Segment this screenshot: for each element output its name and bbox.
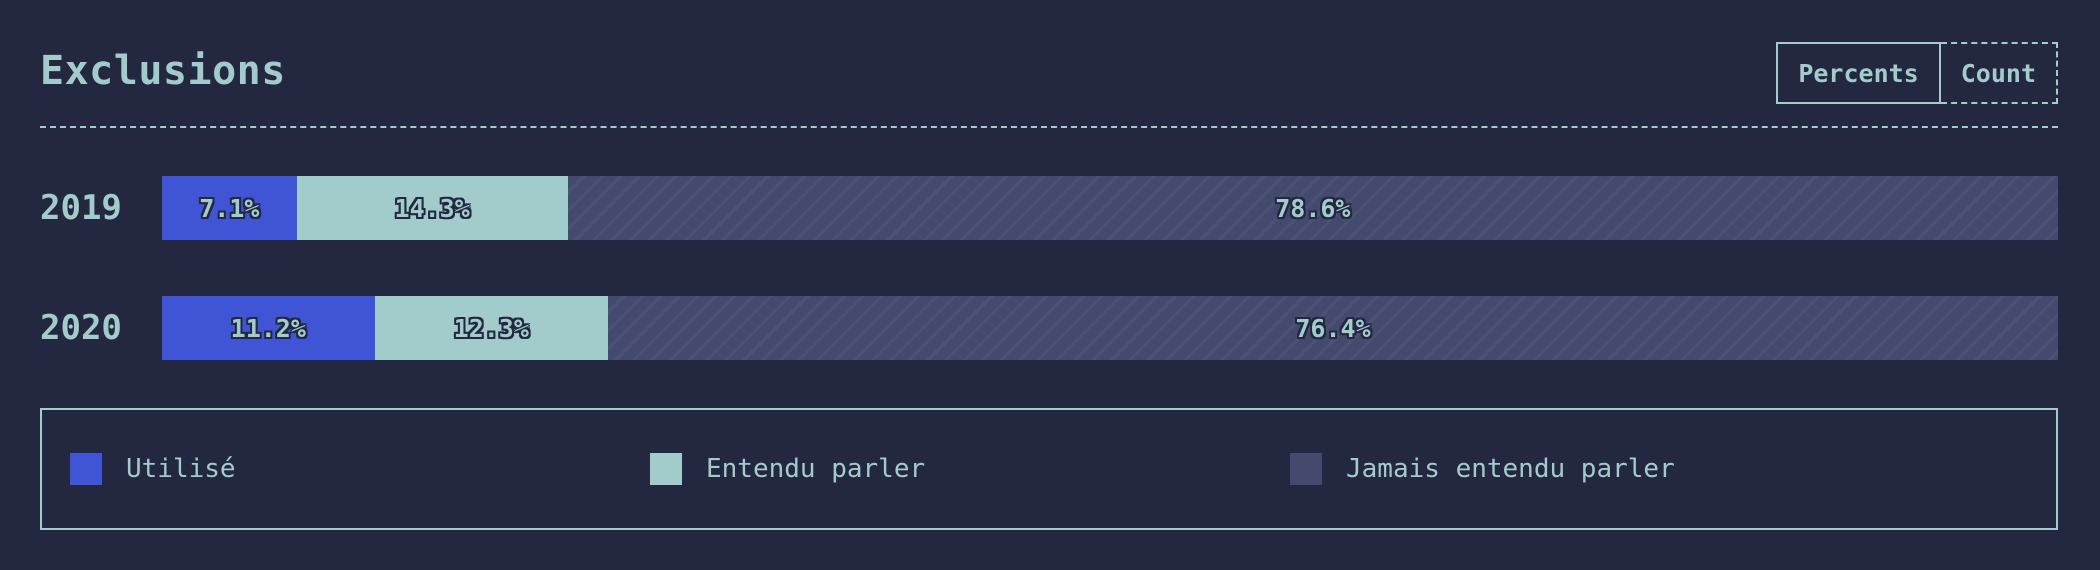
legend-label: Utilisé <box>126 454 236 484</box>
bar-segment[interactable]: 78.6% <box>567 176 2058 240</box>
chart-header: Exclusions Percents Count <box>40 38 2058 128</box>
bar-row-2020: 2020 11.2% 12.3% 76.4% <box>40 296 2058 360</box>
legend-label: Jamais entendu parler <box>1346 454 1675 484</box>
count-toggle-button[interactable]: Count <box>1940 42 2058 104</box>
stacked-bar: 7.1% 14.3% 78.6% <box>162 176 2058 240</box>
legend-label: Entendu parler <box>706 454 926 484</box>
chart-title: Exclusions <box>40 48 286 94</box>
bar-segment[interactable]: 11.2% <box>162 296 375 360</box>
bar-segment[interactable]: 12.3% <box>374 296 608 360</box>
bar-segment[interactable]: 7.1% <box>162 176 297 240</box>
chart-legend: Utilisé Entendu parler Jamais entendu parl… <box>40 408 2058 530</box>
legend-item[interactable]: Jamais entendu parler <box>1290 410 1675 528</box>
legend-swatch <box>1290 453 1322 485</box>
bar-segment[interactable]: 14.3% <box>296 176 568 240</box>
legend-swatch <box>650 453 682 485</box>
legend-swatch <box>70 453 102 485</box>
category-label: 2019 <box>40 188 122 228</box>
legend-item[interactable]: Utilisé <box>70 410 236 528</box>
legend-item[interactable]: Entendu parler <box>650 410 925 528</box>
percents-toggle-button[interactable]: Percents <box>1776 42 1941 104</box>
stacked-bar: 11.2% 12.3% 76.4% <box>162 296 2058 360</box>
bar-segment[interactable]: 76.4% <box>608 296 2058 360</box>
bar-row-2019: 2019 7.1% 14.3% 78.6% <box>40 176 2058 240</box>
category-label: 2020 <box>40 308 122 348</box>
units-toggle: Percents Count <box>1776 42 2058 104</box>
